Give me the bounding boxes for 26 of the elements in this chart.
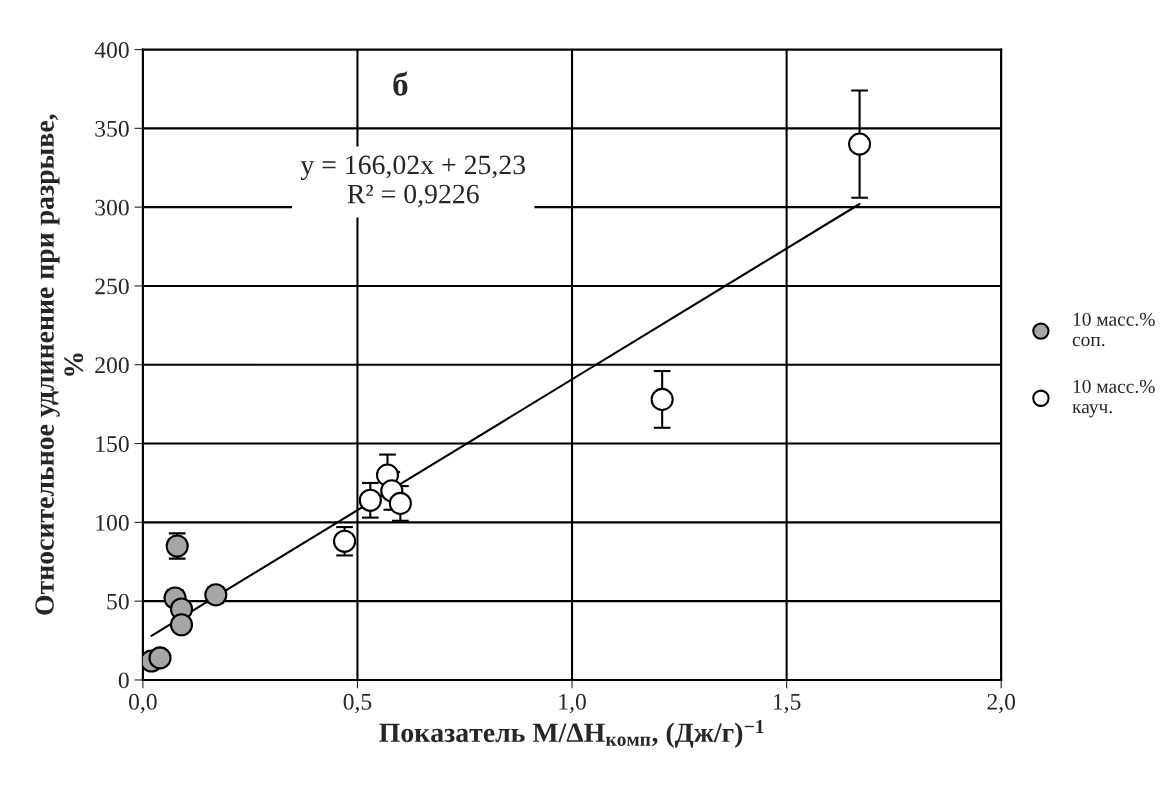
legend-label: 10 масс.% кауч. bbox=[1072, 379, 1155, 418]
y-tick-label: 250 bbox=[95, 278, 129, 295]
point bbox=[148, 646, 172, 670]
y-axis-title: Относительное удлинение при разрыве, % bbox=[35, 114, 84, 615]
y-tick-label: 300 bbox=[95, 199, 129, 216]
y-tick-label: 200 bbox=[95, 357, 129, 374]
y-tick-label: 50 bbox=[107, 593, 129, 610]
x-tick-label: 1,5 bbox=[773, 693, 801, 714]
x-tick-label: 0,5 bbox=[343, 693, 372, 714]
y-tick-label: 400 bbox=[94, 42, 129, 58]
point bbox=[169, 613, 194, 637]
x-axis-title: Показатель M/ΔH$_{комп}$, (Дж/г)$^{−1}$ bbox=[379, 720, 764, 748]
y-tick-label: 350 bbox=[95, 120, 129, 137]
y-tick-label: 150 bbox=[96, 436, 129, 452]
point bbox=[388, 491, 412, 516]
point bbox=[650, 387, 674, 411]
x-tick-label: 1,0 bbox=[559, 693, 586, 714]
annotation: б bbox=[393, 71, 408, 96]
x-tick-label: 0,0 bbox=[129, 693, 157, 714]
legend-label: 10 масс.% соп. bbox=[1072, 312, 1155, 347]
y-tick-label: 100 bbox=[96, 514, 129, 531]
annotation: y = 166,02x + 25,23 R² = 0,9226 bbox=[300, 155, 526, 208]
point bbox=[358, 488, 382, 512]
point bbox=[848, 132, 872, 156]
y-tick-label: 0 bbox=[118, 672, 129, 689]
x-tick-label: 2,0 bbox=[987, 693, 1016, 714]
